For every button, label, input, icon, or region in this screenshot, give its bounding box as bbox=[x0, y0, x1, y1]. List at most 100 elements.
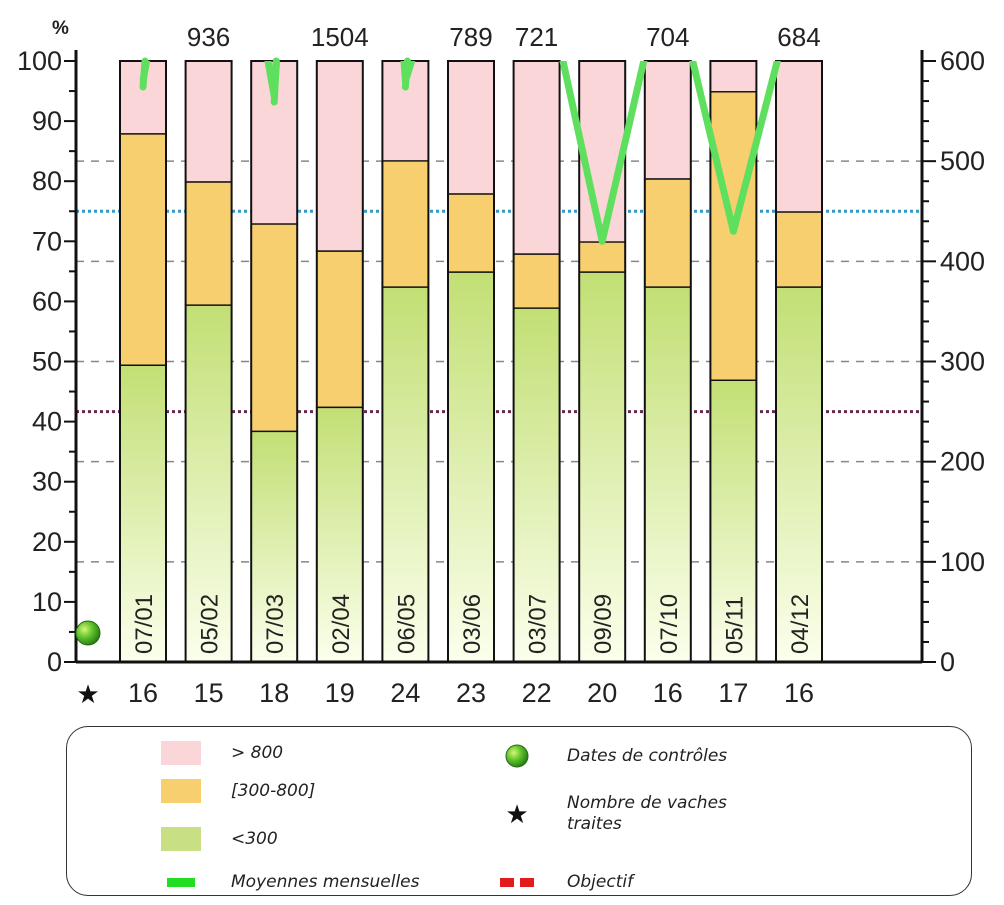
legend-swatch bbox=[161, 741, 201, 765]
bar-segment bbox=[513, 253, 560, 308]
herd-chart: 07/01 16 05/02 15 07/03 18 02/04 19 06/05 24 03/06… bbox=[17, 18, 985, 710]
bar-segment bbox=[448, 193, 494, 272]
legend-label: <300 bbox=[231, 828, 278, 849]
left-tick-label: 40 bbox=[32, 407, 62, 437]
legend-swatch bbox=[161, 827, 201, 851]
date-label: 07/03 bbox=[262, 594, 289, 654]
left-axis-unit: % bbox=[52, 18, 69, 39]
date-label: 09/09 bbox=[590, 594, 617, 654]
bar-segment bbox=[316, 61, 363, 251]
cow-count-label: 20 bbox=[587, 678, 617, 708]
star-icon: ★ bbox=[76, 680, 99, 710]
right-tick-label: 400 bbox=[940, 246, 985, 276]
bar-segment bbox=[776, 61, 822, 212]
date-label: 03/06 bbox=[459, 594, 486, 654]
legend-label: Moyennes mensuelles bbox=[231, 871, 420, 892]
bar-segment bbox=[776, 211, 822, 287]
monthly-average-label: 684 bbox=[777, 22, 820, 52]
bar-segment bbox=[644, 286, 691, 662]
star-icon: ★ bbox=[505, 798, 529, 829]
bar-segment bbox=[710, 61, 757, 92]
bar-segment bbox=[185, 181, 232, 305]
monthly-average-label: 1504 bbox=[311, 22, 369, 52]
left-tick-label: 60 bbox=[32, 286, 62, 316]
legend-item-monthly-average: Moyennes mensuelles bbox=[161, 867, 420, 897]
legend-label: > 800 bbox=[231, 742, 284, 763]
labels: 07/01 16 05/02 15 07/03 18 02/04 19 06/05 24 03/06… bbox=[17, 18, 985, 710]
left-tick-label: 100 bbox=[17, 46, 62, 76]
right-tick-label: 500 bbox=[940, 146, 985, 176]
cow-count-label: 16 bbox=[653, 678, 683, 708]
right-tick-label: 300 bbox=[940, 347, 985, 377]
bar-segment bbox=[513, 61, 560, 254]
left-tick-label: 90 bbox=[32, 106, 62, 136]
green-sphere-icon bbox=[497, 741, 537, 771]
date-label: 07/01 bbox=[131, 594, 158, 654]
cow-count-label: 23 bbox=[456, 678, 486, 708]
legend-item-above-800: > 800 bbox=[161, 741, 283, 765]
left-tick-label: 0 bbox=[47, 647, 62, 677]
bar-segment bbox=[316, 406, 363, 662]
legend-label: Nombre de vaches traites bbox=[567, 793, 727, 834]
bar-segment bbox=[710, 91, 757, 380]
legend-item-objective: Objectif bbox=[497, 867, 633, 897]
green-sphere-icon bbox=[75, 620, 101, 646]
cow-count-label: 17 bbox=[718, 678, 748, 708]
legend-item-milked-cows: ★ Nombre de vaches traites bbox=[497, 793, 787, 835]
bar-segment bbox=[316, 250, 363, 407]
cow-count-label: 16 bbox=[128, 678, 158, 708]
monthly-average-label: 721 bbox=[515, 22, 558, 52]
monthly-average-point bbox=[401, 57, 411, 91]
date-label: 05/11 bbox=[721, 596, 748, 654]
bar-segment bbox=[448, 271, 494, 662]
legend-swatch bbox=[161, 867, 201, 897]
date-label: 03/07 bbox=[525, 594, 552, 654]
date-label: 02/04 bbox=[328, 594, 355, 654]
bar-segment bbox=[448, 61, 494, 194]
legend-swatch bbox=[161, 779, 201, 803]
legend-item-below-300: <300 bbox=[161, 827, 278, 851]
legend-item-control-dates: Dates de contrôles bbox=[497, 741, 727, 771]
monthly-average-label: 789 bbox=[449, 22, 492, 52]
axes bbox=[64, 50, 936, 664]
bar-segment bbox=[579, 61, 626, 242]
date-label: 05/02 bbox=[197, 594, 224, 654]
bar-segment bbox=[710, 379, 757, 662]
bar-segment bbox=[120, 133, 166, 365]
legend-item-300-800: [300-800] bbox=[161, 779, 315, 803]
monthly-average-line bbox=[139, 57, 781, 245]
monthly-average-label: 936 bbox=[187, 22, 230, 52]
bar-segment bbox=[776, 286, 822, 662]
left-tick-label: 20 bbox=[32, 527, 62, 557]
right-tick-label: 200 bbox=[940, 447, 985, 477]
left-tick-label: 30 bbox=[32, 467, 62, 497]
cow-count-label: 18 bbox=[259, 678, 289, 708]
bar-segment bbox=[644, 61, 691, 179]
legend-label: Objectif bbox=[567, 871, 634, 892]
monthly-average-series bbox=[139, 57, 781, 245]
bar-segment bbox=[579, 241, 626, 272]
left-tick-label: 10 bbox=[32, 587, 62, 617]
bar-segment bbox=[251, 223, 298, 431]
bar-segment bbox=[579, 271, 626, 662]
date-label: 06/05 bbox=[393, 594, 420, 654]
right-tick-label: 600 bbox=[940, 46, 985, 76]
left-tick-label: 50 bbox=[32, 347, 62, 377]
left-tick-label: 70 bbox=[32, 226, 62, 256]
monthly-average-label: 704 bbox=[646, 22, 689, 52]
monthly-average-point bbox=[139, 57, 149, 91]
bar-segment bbox=[120, 364, 166, 662]
monthly-average-point bbox=[270, 57, 280, 106]
bar-segment bbox=[185, 304, 232, 662]
right-tick-label: 0 bbox=[940, 647, 955, 677]
cow-count-label: 15 bbox=[194, 678, 224, 708]
bar-segment bbox=[382, 160, 429, 287]
legend: > 800 [300-800] <300 Moyennes mensuelles… bbox=[66, 726, 972, 896]
legend-label: Dates de contrôles bbox=[567, 745, 728, 766]
date-label: 04/12 bbox=[787, 594, 814, 654]
date-label: 07/10 bbox=[656, 594, 683, 654]
left-tick-label: 80 bbox=[32, 166, 62, 196]
bar-segment bbox=[382, 286, 429, 662]
cow-count-label: 16 bbox=[784, 678, 814, 708]
bar-segment bbox=[185, 61, 232, 182]
